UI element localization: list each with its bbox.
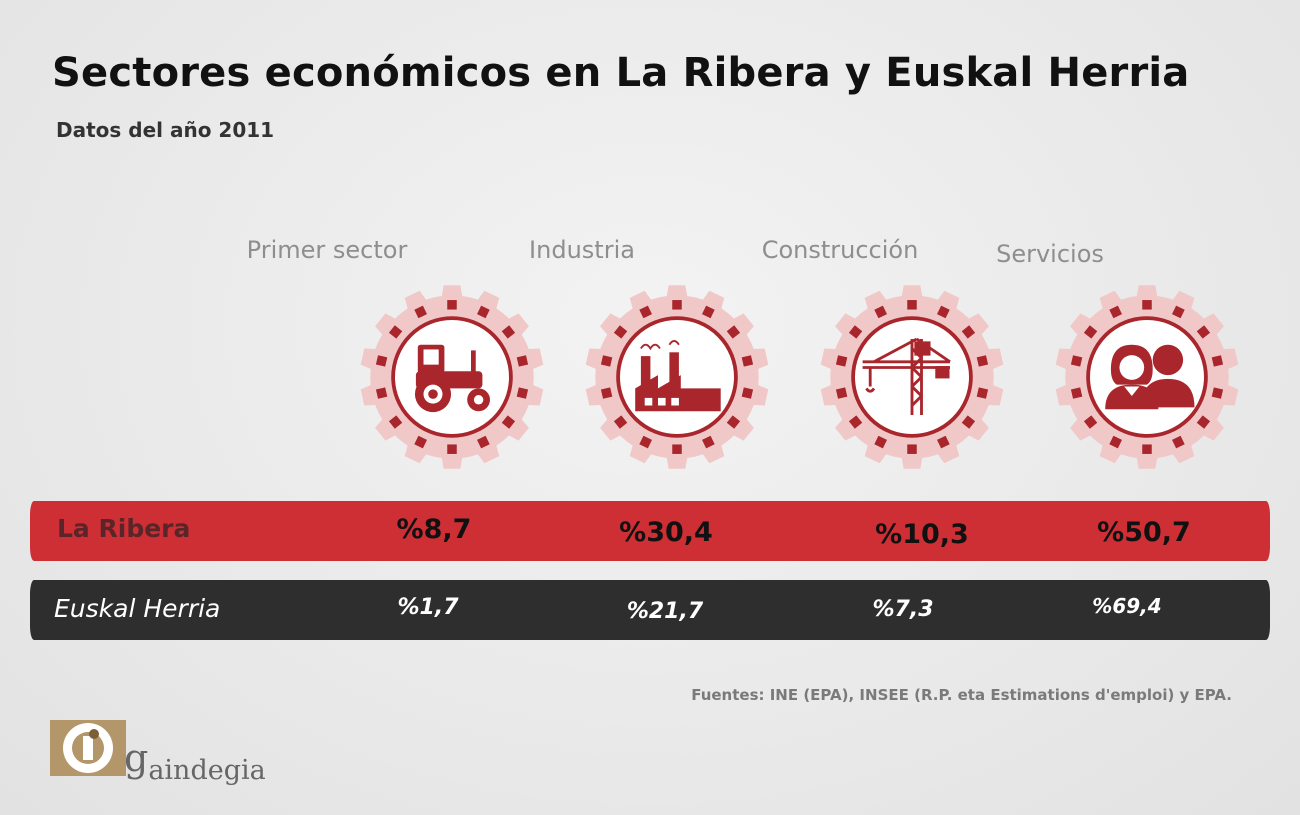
people-icon bbox=[1105, 344, 1195, 410]
value-ribera-servicios: %50,7 bbox=[1097, 517, 1191, 548]
row-label-la-ribera: La Ribera bbox=[57, 514, 191, 543]
gear-primer-sector bbox=[360, 285, 544, 469]
sector-label-servicios: Servicios bbox=[996, 240, 1104, 268]
page-subtitle: Datos del año 2011 bbox=[56, 118, 275, 142]
row-label-euskal-herria: Euskal Herria bbox=[54, 594, 221, 623]
gaindegia-logo bbox=[50, 720, 126, 776]
crane-icon bbox=[862, 337, 951, 415]
value-ribera-industria: %30,4 bbox=[619, 517, 713, 548]
ribera-row-bar bbox=[30, 501, 1270, 561]
logo-text: gaindegia bbox=[124, 736, 266, 786]
value-ribera-primer: %8,7 bbox=[396, 514, 472, 545]
gear-industria bbox=[585, 285, 769, 469]
gear-servicios bbox=[1055, 285, 1239, 469]
page-title: Sectores económicos en La Ribera y Euska… bbox=[52, 50, 1190, 96]
euskal-herria-row-bar bbox=[30, 580, 1270, 640]
value-eh-primer: %1,7 bbox=[397, 595, 459, 620]
value-eh-industria: %21,7 bbox=[626, 599, 704, 624]
factory-icon bbox=[635, 339, 721, 412]
tractor-icon bbox=[414, 344, 490, 413]
sector-label-construccion: Construcción bbox=[761, 236, 919, 264]
value-eh-servicios: %69,4 bbox=[1092, 594, 1162, 618]
value-eh-construccion: %7,3 bbox=[872, 597, 934, 622]
sector-label-primer: Primer sector bbox=[246, 236, 408, 264]
value-ribera-construccion: %10,3 bbox=[875, 519, 969, 550]
source-note: Fuentes: INE (EPA), INSEE (R.P. eta Esti… bbox=[691, 686, 1232, 704]
sector-label-industria: Industria bbox=[529, 236, 635, 264]
gear-construccion bbox=[820, 285, 1004, 469]
